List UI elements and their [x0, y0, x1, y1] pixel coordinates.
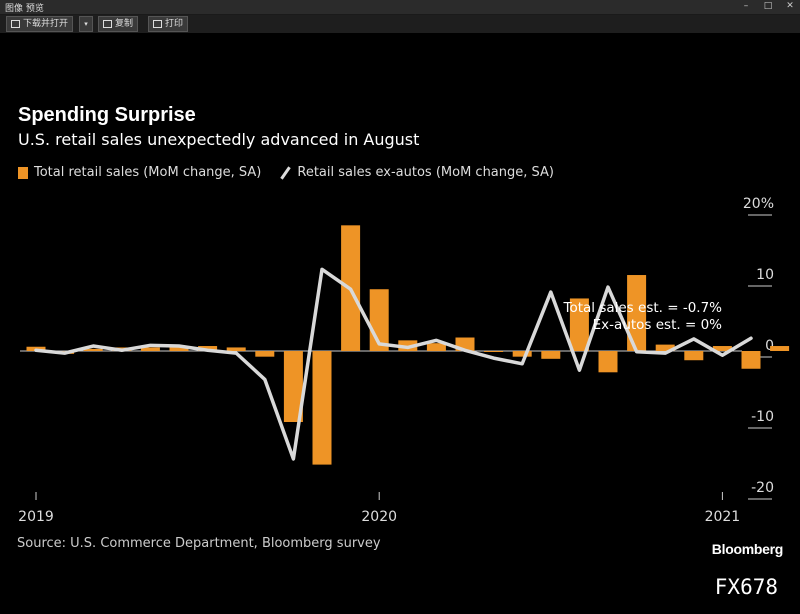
brand-logo: Bloomberg	[711, 541, 784, 557]
bar	[541, 351, 561, 359]
bar	[83, 348, 103, 351]
legend-bar-swatch	[18, 166, 28, 179]
bar	[770, 346, 790, 351]
bar	[169, 346, 189, 351]
download-dropdown-button[interactable]: ▾	[79, 16, 93, 32]
download-open-button[interactable]: 下载并打开	[6, 16, 74, 32]
copy-button[interactable]: 复制	[98, 16, 139, 32]
bar	[198, 346, 218, 351]
window-title: 图像 预览	[5, 4, 44, 14]
bar	[312, 351, 332, 465]
y-tick-label: 20%	[743, 196, 774, 212]
copy-icon	[103, 20, 112, 28]
bar	[741, 351, 761, 369]
print-button[interactable]: 打印	[148, 16, 189, 32]
bar	[512, 351, 532, 357]
legend-bar-label: Total retail sales (MoM change, SA)	[34, 165, 262, 180]
source-note: Source: U.S. Commerce Department, Bloomb…	[17, 536, 381, 551]
bar	[569, 298, 589, 351]
bar	[426, 343, 446, 351]
minimize-button[interactable]: –	[743, 1, 749, 11]
save-icon	[11, 20, 20, 28]
watermark-code: FX678	[714, 575, 778, 599]
bar	[283, 351, 303, 422]
copy-label: 复制	[115, 19, 134, 29]
bar	[627, 275, 647, 351]
y-tick-label: -20	[751, 480, 774, 496]
legend-line-label: Retail sales ex-autos (MoM change, SA)	[297, 165, 554, 180]
chart-title: Spending Surprise	[18, 104, 196, 126]
legend: Total retail sales (MoM change, SA) Reta…	[18, 165, 554, 180]
annotation-exautos-estimate: Ex-autos est. = 0%	[593, 317, 723, 333]
x-tick-label: 2021	[705, 509, 741, 525]
bar	[684, 351, 704, 361]
bar	[226, 347, 246, 351]
download-open-label: 下载并打开	[23, 19, 69, 29]
bar	[484, 351, 504, 352]
x-tick-label: 2019	[18, 509, 54, 525]
chevron-down-icon: ▾	[84, 20, 88, 28]
toolbar: 下载并打开 ▾ 复制 打印	[0, 15, 800, 33]
window-controls: – □ ✕	[740, 1, 796, 11]
bar	[655, 344, 675, 351]
bar	[255, 351, 275, 357]
bar	[712, 346, 732, 351]
bar	[140, 347, 160, 351]
chart-subtitle: U.S. retail sales unexpectedly advanced …	[18, 130, 420, 149]
print-label: 打印	[165, 19, 184, 29]
maximize-button[interactable]: □	[763, 1, 773, 11]
annotation-total-estimate: Total sales est. = -0.7%	[563, 300, 723, 316]
close-button[interactable]: ✕	[786, 1, 794, 11]
window-titlebar: 图像 预览 – □ ✕	[0, 0, 800, 15]
ex-autos-line	[34, 267, 753, 461]
x-tick-label: 2020	[361, 509, 397, 525]
y-tick-label: 10	[756, 267, 774, 283]
printer-icon	[153, 20, 162, 28]
y-tick-label: -10	[751, 409, 774, 425]
bar	[598, 351, 618, 373]
y-tick-label: 0	[765, 338, 774, 354]
